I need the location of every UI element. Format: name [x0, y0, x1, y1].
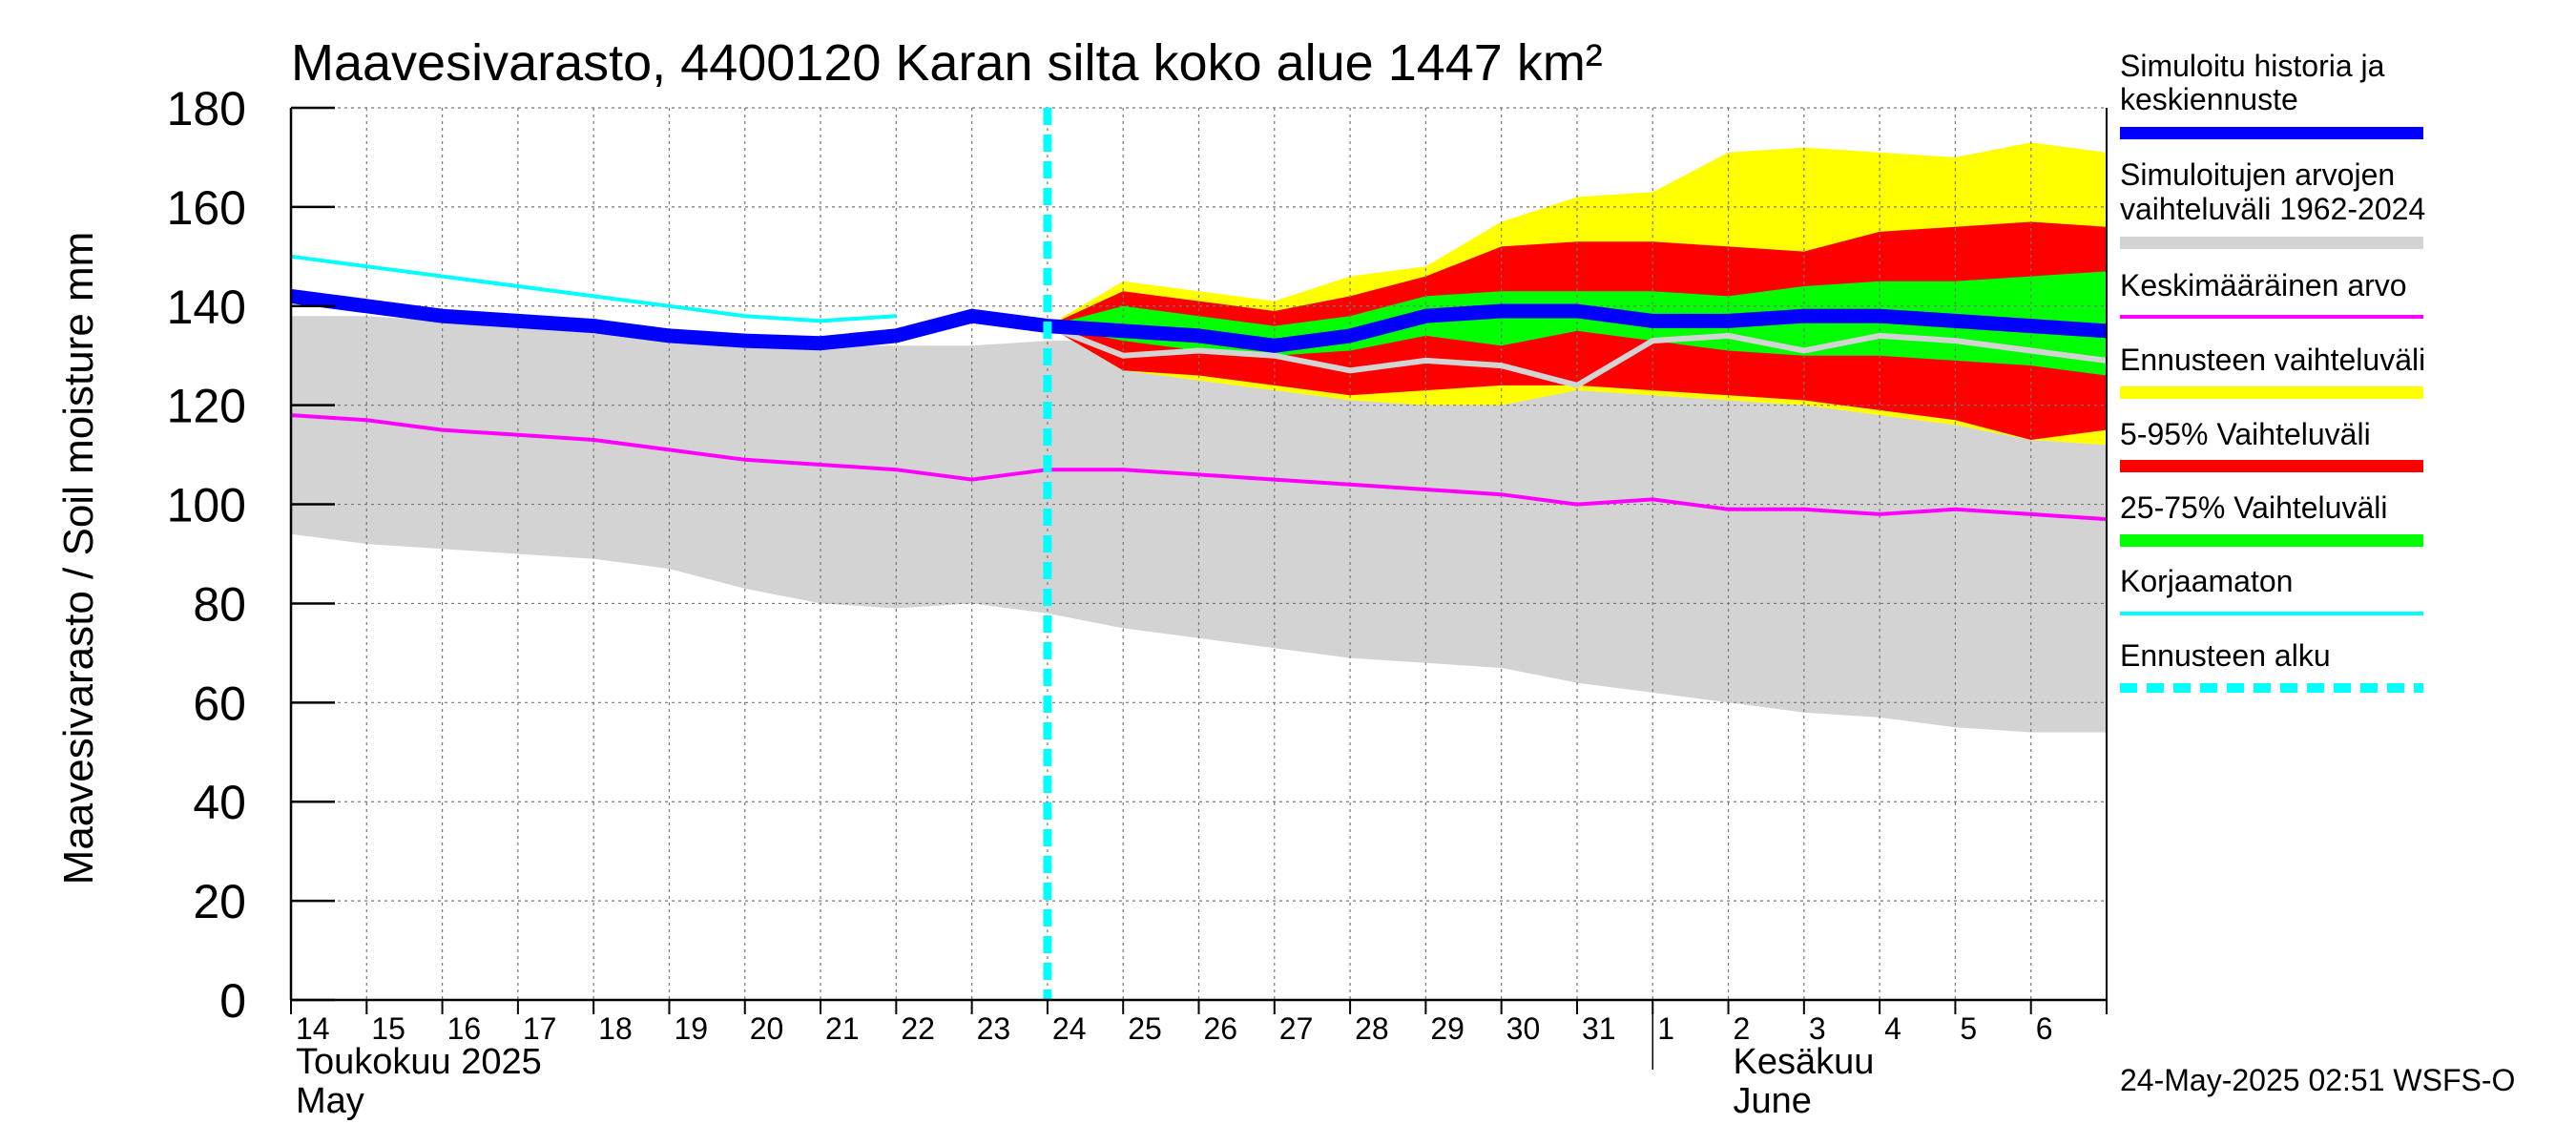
- legend-label-forecast-start: Ennusteen alku: [2120, 638, 2331, 673]
- series-uncorrected-line: [290, 254, 897, 323]
- x-tick-label: 5: [1960, 1011, 1977, 1046]
- legend: Simuloitu historia ja keskiennuste Simul…: [2120, 50, 2426, 693]
- legend-label-p5-95: 5-95% Vaihteluväli: [2120, 417, 2371, 451]
- legend-swatch-p25-75: [2120, 534, 2423, 547]
- y-tick-label: 180: [167, 82, 246, 135]
- legend-swatch-forecast-range: [2120, 386, 2423, 399]
- series-mean-line: [290, 413, 2108, 522]
- chart-title: Maavesivarasto, 4400120 Karan silta koko…: [291, 34, 1603, 92]
- legend-item-range-1962-2024: Simuloitujen arvojen vaihteluväli 1962-2…: [2120, 157, 2426, 249]
- y-tick-label: 160: [167, 181, 246, 235]
- x-tick-label: 29: [1430, 1011, 1465, 1046]
- x-tick-label: 3: [1809, 1011, 1826, 1046]
- x-tick-label: 23: [977, 1011, 1011, 1046]
- month-label-fi: Toukokuu 2025: [296, 1042, 542, 1082]
- legend-item-mean: Keskimääräinen arvo: [2120, 268, 2423, 319]
- month-label-fi: Kesäkuu: [1734, 1042, 1875, 1082]
- x-tick-label: 21: [825, 1011, 860, 1046]
- y-tick-label: 60: [193, 677, 246, 730]
- y-tick-label: 40: [193, 776, 246, 829]
- legend-item-forecast-range: Ennusteen vaihteluväli: [2120, 343, 2425, 399]
- y-tick-label: 20: [193, 875, 246, 928]
- legend-swatch-uncorrected: [2120, 612, 2423, 615]
- x-tick-label: 31: [1582, 1011, 1616, 1046]
- x-tick-label: 2: [1734, 1011, 1751, 1046]
- x-tick-label: 1: [1657, 1011, 1674, 1046]
- x-tick-label: 14: [296, 1011, 330, 1046]
- y-tick-label: 100: [167, 479, 246, 532]
- x-tick-label: 27: [1279, 1011, 1314, 1046]
- legend-label-history: Simuloitu historia ja keskiennuste: [2120, 50, 2385, 116]
- x-tick-label: 19: [674, 1011, 708, 1046]
- legend-label-forecast-range: Ennusteen vaihteluväli: [2120, 343, 2425, 377]
- legend-item-p5-95: 5-95% Vaihteluväli: [2120, 417, 2423, 472]
- y-tick-label: 0: [219, 974, 246, 1028]
- series-history-forecast-line: [290, 288, 2108, 353]
- x-tick-label: 17: [523, 1011, 557, 1046]
- x-tick-label: 18: [598, 1011, 633, 1046]
- x-tick-label: 16: [447, 1011, 482, 1046]
- x-tick-label: 28: [1355, 1011, 1389, 1046]
- legend-swatch-mean: [2120, 315, 2423, 319]
- x-tick-label: 6: [2036, 1011, 2053, 1046]
- legend-swatch-range: [2120, 237, 2423, 249]
- legend-label-uncorrected: Korjaamaton: [2120, 564, 2293, 598]
- series-forecast-median-line: [1046, 323, 2108, 389]
- x-tick-label: 30: [1506, 1011, 1541, 1046]
- legend-swatch-history: [2120, 127, 2423, 139]
- x-tick-label: 26: [1204, 1011, 1238, 1046]
- legend-item-forecast-start: Ennusteen alku: [2120, 638, 2423, 693]
- y-tick-label: 80: [193, 577, 246, 631]
- x-tick-label: 25: [1128, 1011, 1162, 1046]
- legend-swatch-p5-95: [2120, 460, 2423, 472]
- x-tick-label: 22: [901, 1011, 935, 1046]
- plot-grid: [291, 107, 2107, 1000]
- x-tick-label: 15: [371, 1011, 405, 1046]
- x-tick-label: 20: [750, 1011, 784, 1046]
- month-label-en: May: [296, 1081, 364, 1121]
- legend-label-range: Simuloitujen arvojen vaihteluväli 1962-2…: [2120, 157, 2426, 226]
- y-tick-label: 140: [167, 281, 246, 334]
- month-label-en: June: [1734, 1081, 1812, 1121]
- x-tick-label: 24: [1052, 1011, 1087, 1046]
- x-tick-label: 4: [1884, 1011, 1901, 1046]
- legend-label-p25-75: 25-75% Vaihteluväli: [2120, 490, 2387, 525]
- footer-timestamp: 24-May-2025 02:51 WSFS-O: [2120, 1063, 2515, 1097]
- legend-item-uncorrected: Korjaamaton: [2120, 564, 2423, 615]
- legend-label-mean: Keskimääräinen arvo: [2120, 268, 2407, 302]
- y-tick-label: 120: [167, 380, 246, 433]
- legend-item-history: Simuloitu historia ja keskiennuste: [2120, 50, 2423, 139]
- plot-lines: [290, 108, 2108, 1000]
- legend-item-p25-75: 25-75% Vaihteluväli: [2120, 490, 2423, 547]
- y-axis-label: Maavesivarasto / Soil moisture mm: [55, 232, 102, 885]
